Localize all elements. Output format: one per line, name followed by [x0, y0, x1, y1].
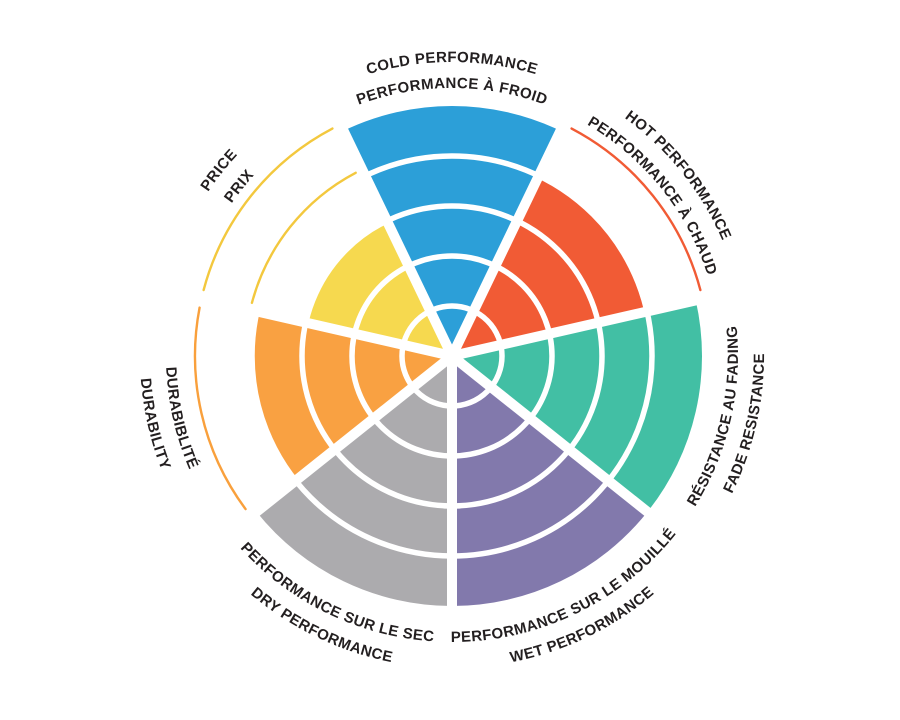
sector-divider-1: [450, 294, 700, 361]
sector-divider-5: [204, 294, 454, 361]
sector-fade-resistance: [452, 300, 702, 512]
sector-label-cold-performance-line1: COLD PERFORMANCE: [364, 49, 539, 78]
sector-divider-0: [447, 125, 567, 359]
max-arc-price: [202, 127, 334, 292]
max-arc-durability: [193, 306, 247, 511]
inner-arc-price: [250, 171, 357, 305]
sector-divider-6: [337, 125, 457, 359]
max-arc-hot-performance: [570, 127, 702, 292]
sector-divider-4: [251, 352, 456, 518]
sector-label-hot-performance-line1: HOT PERFORMANCE: [622, 107, 734, 242]
sector-divider-2: [448, 352, 653, 518]
sector-label-cold-performance-line2: PERFORMANCE À FROID: [354, 75, 550, 109]
sector-wet-performance: [452, 356, 648, 606]
sector-dry-performance: [256, 356, 452, 606]
sector-cold-performance: [343, 106, 561, 356]
